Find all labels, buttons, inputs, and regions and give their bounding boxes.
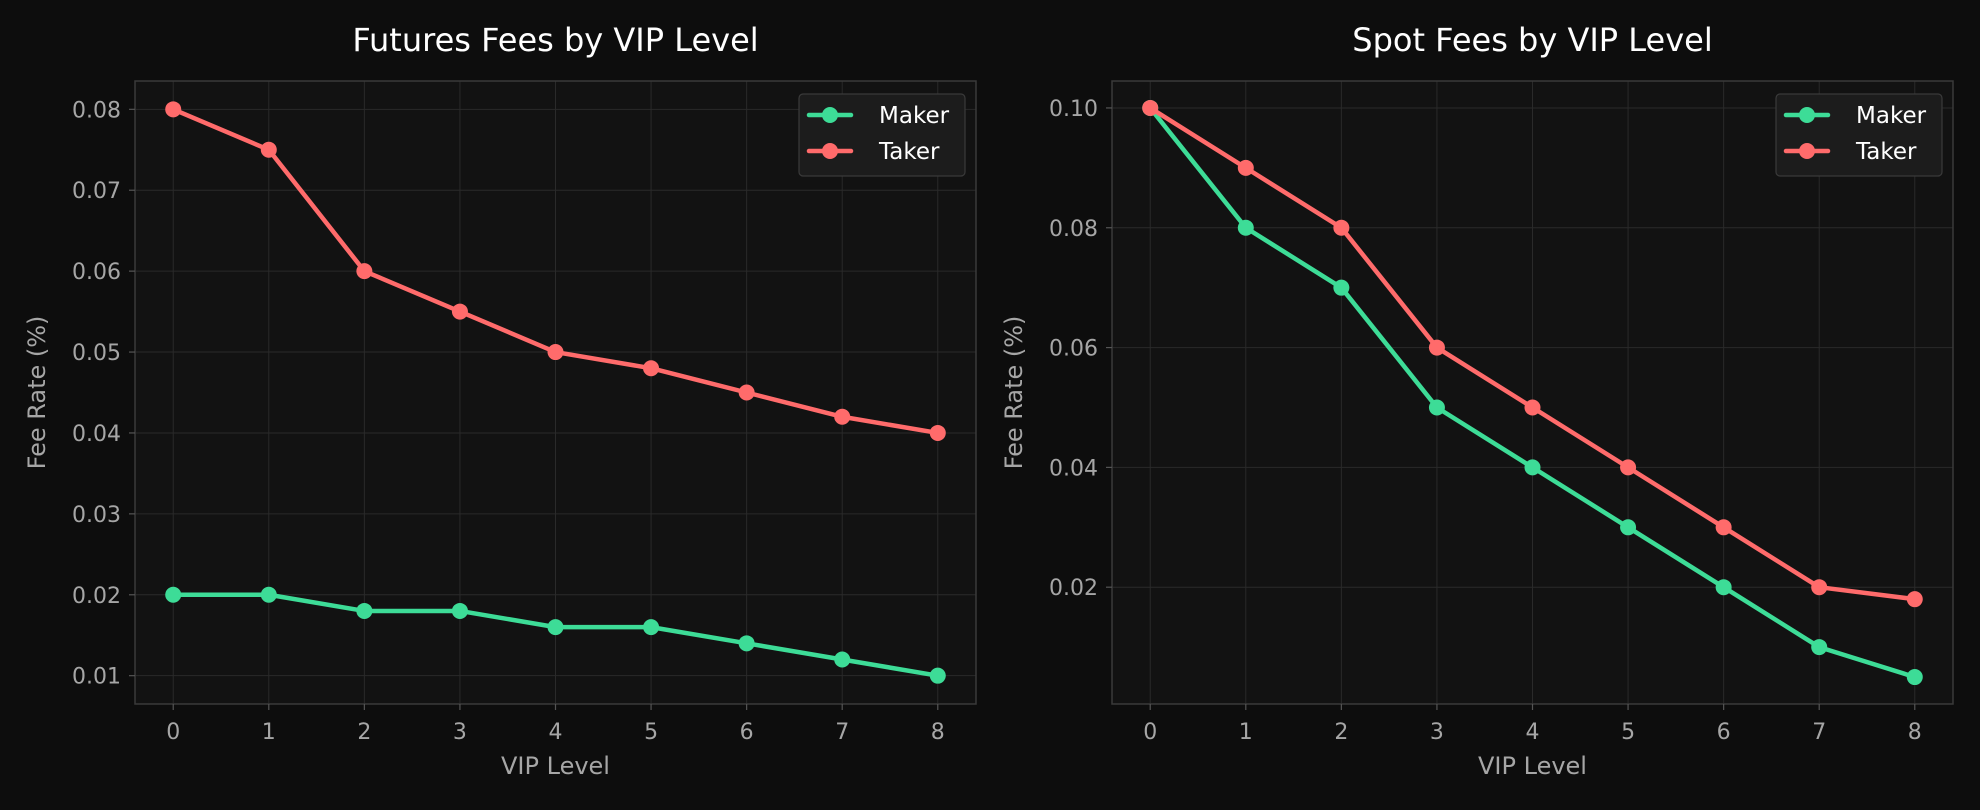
chart-title: Spot Fees by VIP Level [1352,21,1712,59]
x-tick-label: 3 [453,720,467,745]
data-point-taker [547,344,564,361]
data-point-taker [1811,579,1828,596]
x-tick-label: 6 [1717,720,1731,745]
y-tick-label: 0.10 [1049,97,1098,122]
data-point-taker [1620,459,1637,476]
data-point-maker [1906,669,1923,686]
x-tick-label: 6 [740,720,754,745]
chart-panel-0: 0 1 2 3 4 5 6 7 8 0.01 0.02 0.03 0.04 0.05 0.06 0.07 0.0… [23,21,977,780]
legend-marker-maker [822,107,838,123]
data-point-maker [929,667,946,684]
data-point-taker [356,263,373,280]
data-point-maker [1428,399,1445,416]
data-point-maker [1620,519,1637,536]
data-point-maker [260,586,277,603]
y-axis-label: Fee Rate (%) [23,316,51,470]
y-tick-label: 0.08 [1049,217,1098,242]
y-tick-label: 0.05 [72,341,121,366]
y-tick-label: 0.04 [1049,456,1098,481]
data-point-maker [356,602,373,619]
data-point-maker [1237,219,1254,236]
x-tick-label: 7 [1812,720,1826,745]
data-point-taker [1906,591,1923,608]
legend-label-taker: Taker [878,139,940,165]
y-tick-label: 0.06 [1049,337,1098,362]
data-point-taker [1715,519,1732,536]
data-point-maker [1333,279,1350,296]
data-point-maker [1811,639,1828,656]
data-point-taker [929,424,946,441]
legend-marker-maker [1799,107,1815,123]
data-point-taker [1237,159,1254,176]
data-point-maker [1524,459,1541,476]
legend-label-taker: Taker [1855,139,1917,165]
data-point-taker [1428,339,1445,356]
legend: Maker Taker [798,93,966,177]
chart-title: Futures Fees by VIP Level [352,21,758,59]
legend-label-maker: Maker [879,103,950,129]
data-point-taker [1524,399,1541,416]
data-point-maker [547,619,564,636]
y-tick-label: 0.07 [72,179,121,204]
x-tick-label: 0 [1143,720,1157,745]
x-tick-label: 5 [1621,720,1635,745]
y-tick-label: 0.08 [72,98,121,123]
data-point-taker [643,360,660,377]
y-axis-label: Fee Rate (%) [1000,316,1028,470]
x-tick-label: 4 [1526,720,1540,745]
x-axis-label: VIP Level [1478,752,1587,780]
legend-label-maker: Maker [1856,103,1927,129]
x-tick-label: 1 [262,720,276,745]
data-point-maker [165,586,182,603]
x-tick-label: 3 [1430,720,1444,745]
y-tick-label: 0.04 [72,422,121,447]
y-tick-label: 0.01 [72,665,121,690]
x-tick-label: 2 [357,720,371,745]
y-tick-label: 0.02 [72,584,121,609]
data-point-taker [1142,99,1159,116]
data-point-maker [451,602,468,619]
y-tick-label: 0.03 [72,503,121,528]
data-point-taker [165,101,182,118]
legend-marker-taker [1799,143,1815,159]
x-tick-label: 5 [644,720,658,745]
data-point-maker [834,651,851,668]
data-point-taker [1333,219,1350,236]
x-tick-label: 4 [549,720,563,745]
data-point-maker [1715,579,1732,596]
x-axis-label: VIP Level [501,752,610,780]
data-point-taker [451,303,468,320]
data-point-taker [834,408,851,425]
legend: Maker Taker [1775,93,1943,177]
x-tick-label: 2 [1334,720,1348,745]
legend-marker-taker [822,143,838,159]
x-tick-label: 0 [166,720,180,745]
data-point-maker [738,635,755,652]
data-point-maker [643,619,660,636]
data-point-taker [738,384,755,401]
x-tick-label: 8 [931,720,945,745]
x-tick-label: 1 [1239,720,1253,745]
y-tick-label: 0.02 [1049,576,1098,601]
data-point-taker [260,141,277,158]
x-tick-label: 7 [835,720,849,745]
x-tick-label: 8 [1908,720,1922,745]
y-tick-label: 0.06 [72,260,121,285]
chart-panel-1: 0 1 2 3 4 5 6 7 8 0.02 0.04 0.06 0.08 0.10 Spot Fees b… [1000,21,1954,780]
